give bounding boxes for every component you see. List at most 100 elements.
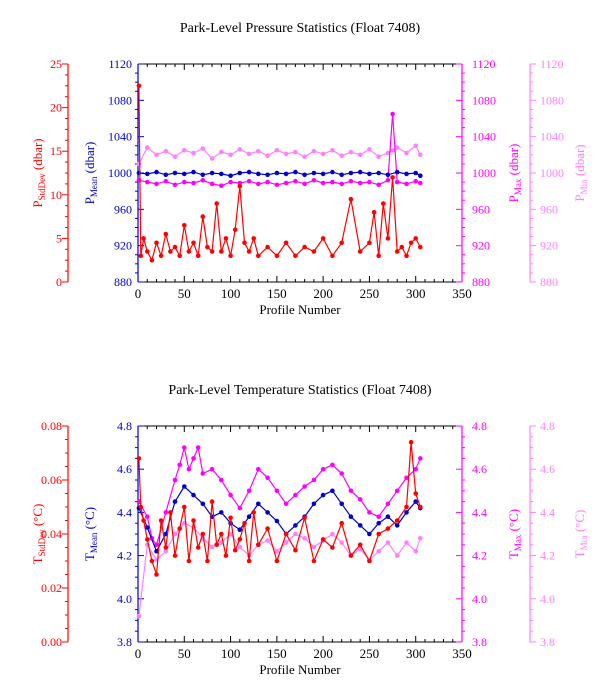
- data-point-min: [136, 161, 142, 167]
- data-point-stddev: [418, 244, 423, 250]
- data-point-mean: [394, 523, 400, 528]
- y-axis-label-mean: TMean (°C): [82, 507, 99, 561]
- data-point-max: [265, 179, 270, 185]
- y-axis-label-min: TMin (°C): [572, 510, 589, 559]
- data-point-mean: [200, 172, 206, 178]
- x-tick-label: 0: [135, 286, 142, 301]
- data-point-min: [283, 151, 289, 157]
- data-point-max: [293, 492, 298, 498]
- data-point-stddev: [413, 236, 419, 241]
- data-point-max: [265, 475, 270, 481]
- series-stddev: [136, 439, 423, 577]
- y-tick-label-stddev: 0.00: [41, 635, 62, 649]
- data-point-stddev: [172, 244, 178, 250]
- data-point-mean: [274, 170, 280, 176]
- data-point-mean: [255, 171, 261, 177]
- data-point-stddev: [274, 558, 280, 564]
- data-point-mean: [293, 523, 298, 528]
- data-point-max: [163, 510, 169, 515]
- data-point-stddev: [265, 526, 270, 531]
- data-point-stddev: [357, 542, 363, 548]
- data-point-max: [163, 178, 169, 184]
- data-point-stddev: [228, 253, 233, 259]
- data-point-max: [182, 179, 187, 185]
- data-point-stddev: [376, 253, 382, 259]
- data-point-max: [177, 462, 182, 468]
- data-point-mean: [219, 510, 224, 515]
- y-tick-label-stddev: 0.04: [41, 527, 62, 541]
- data-point-max: [302, 484, 307, 489]
- data-point-mean: [265, 172, 270, 178]
- data-point-stddev: [219, 531, 224, 537]
- data-point-stddev: [191, 518, 196, 523]
- x-tick-label: 350: [452, 286, 472, 301]
- data-point-mean: [320, 171, 326, 177]
- data-point-min: [418, 536, 423, 541]
- data-point-mean: [182, 171, 187, 177]
- x-tick-label: 350: [452, 646, 472, 661]
- data-point-stddev: [413, 491, 419, 496]
- data-point-mean: [191, 492, 196, 498]
- data-point-mean: [320, 492, 326, 498]
- data-point-stddev: [367, 558, 372, 564]
- data-point-stddev: [339, 520, 345, 526]
- data-point-stddev: [408, 240, 414, 246]
- data-point-min: [302, 536, 307, 541]
- data-point-min: [163, 148, 169, 154]
- data-point-stddev: [376, 531, 382, 537]
- data-point-stddev: [205, 558, 210, 564]
- y-tick-label-max: 920: [472, 239, 490, 253]
- data-point-min: [293, 149, 298, 155]
- data-point-stddev: [158, 518, 164, 523]
- y-axis-label-max: PMax (dbar): [506, 144, 523, 203]
- data-point-stddev: [177, 253, 182, 259]
- data-point-stddev: [172, 553, 178, 558]
- data-point-min: [376, 154, 382, 159]
- data-point-mean: [293, 169, 298, 175]
- data-point-mean: [330, 488, 335, 494]
- data-point-stddev: [200, 214, 206, 219]
- data-point-stddev: [237, 183, 243, 189]
- data-point-mean: [404, 510, 409, 515]
- y-tick-label-min: 880: [540, 275, 558, 289]
- data-point-stddev: [371, 209, 377, 215]
- data-point-min: [293, 531, 298, 537]
- y-tick-label-mean: 920: [114, 239, 132, 253]
- data-point-stddev: [348, 553, 354, 558]
- series-min: [136, 143, 423, 167]
- data-point-min: [413, 549, 419, 554]
- data-point-min: [182, 148, 187, 153]
- data-point-min: [339, 540, 345, 545]
- data-point-min: [237, 147, 243, 152]
- data-point-min: [255, 148, 261, 154]
- data-point-stddev: [182, 504, 187, 510]
- data-point-stddev: [209, 499, 215, 504]
- data-point-mean: [348, 514, 354, 519]
- x-axis-label: Profile Number: [259, 662, 341, 677]
- data-point-max: [320, 466, 326, 472]
- data-point-min: [274, 148, 280, 153]
- data-point-min: [237, 544, 243, 550]
- data-point-stddev: [404, 504, 409, 510]
- y-tick-label-stddev: 0.08: [41, 419, 62, 433]
- data-point-mean: [385, 172, 391, 178]
- data-point-stddev: [228, 515, 233, 521]
- data-point-min: [274, 549, 280, 554]
- data-point-stddev: [177, 526, 182, 531]
- data-point-stddev: [138, 504, 144, 510]
- data-point-mean: [413, 499, 419, 504]
- data-point-mean: [376, 170, 382, 176]
- data-point-stddev: [255, 253, 261, 259]
- data-point-min: [209, 544, 215, 550]
- data-point-stddev: [138, 253, 144, 259]
- data-point-stddev: [246, 558, 252, 564]
- data-point-min: [191, 150, 196, 156]
- x-tick-label: 300: [406, 646, 426, 661]
- data-point-stddev: [255, 542, 261, 548]
- y-tick-label-max: 1080: [472, 93, 496, 107]
- y-tick-label-max: 3.8: [472, 635, 487, 649]
- data-point-min: [265, 538, 270, 543]
- data-point-stddev: [214, 542, 219, 548]
- data-point-min: [219, 149, 224, 155]
- data-point-mean: [367, 531, 372, 537]
